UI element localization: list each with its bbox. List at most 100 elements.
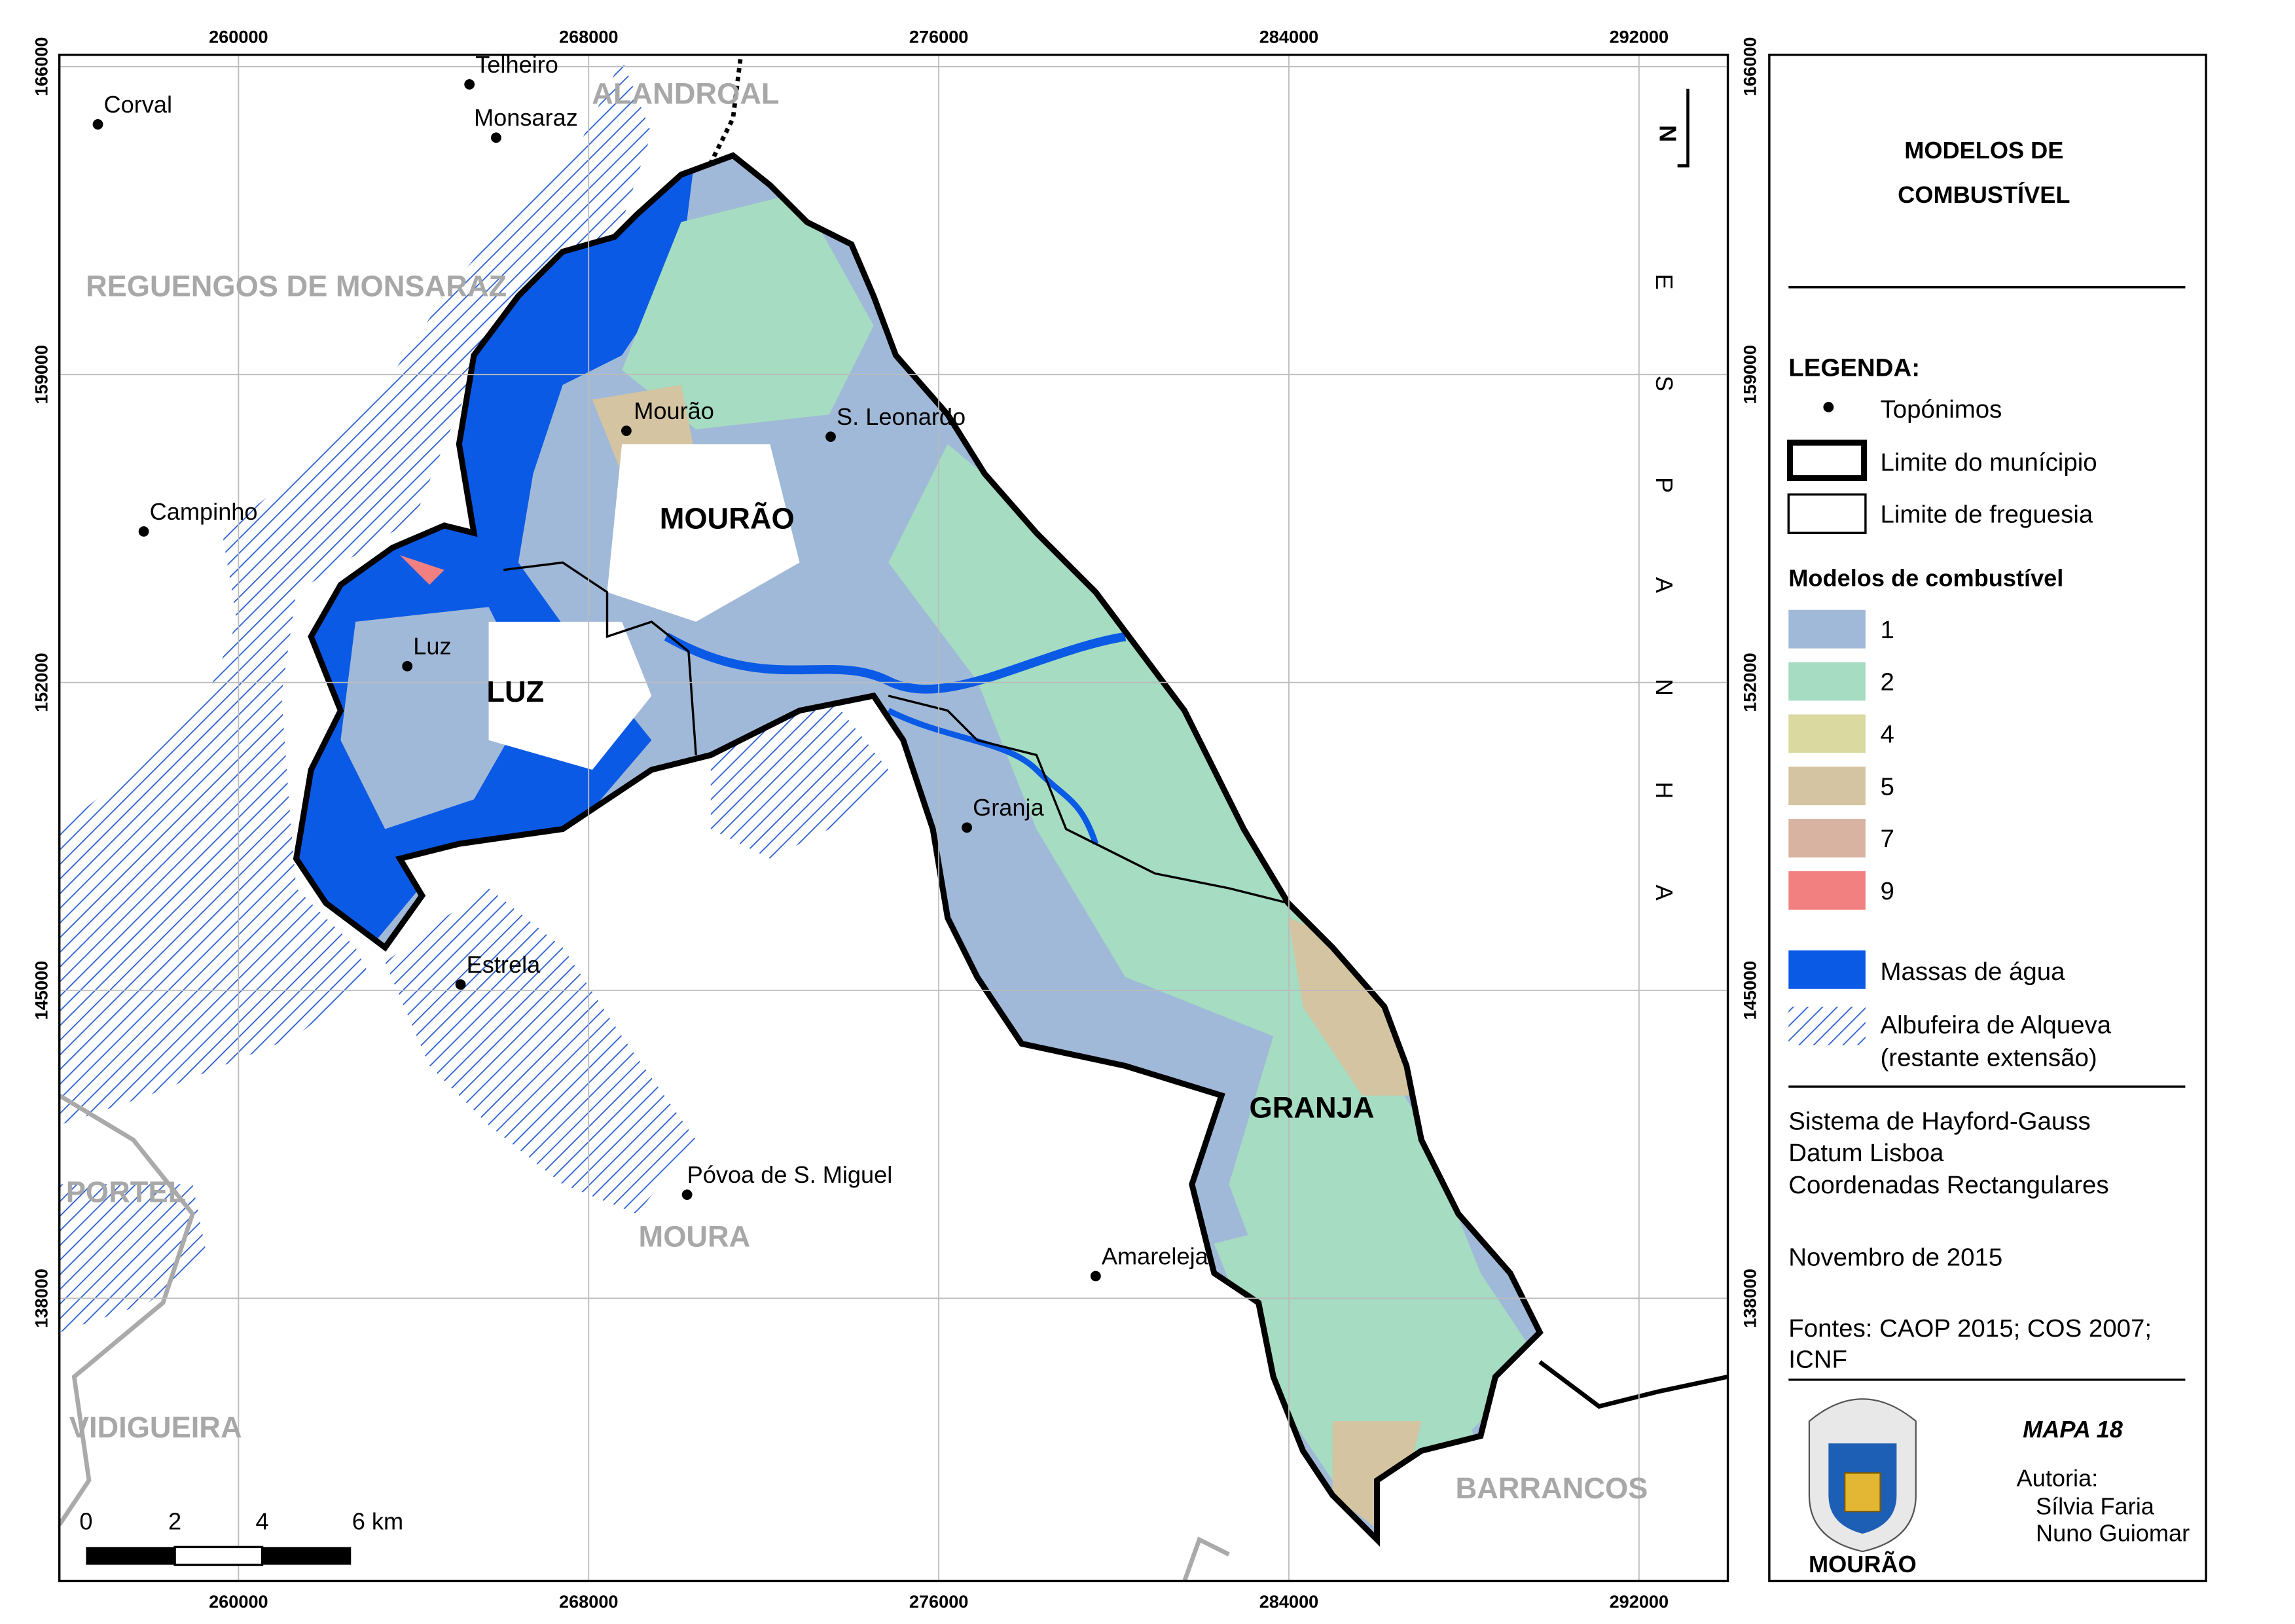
legend-swatch (1788, 662, 1866, 701)
toponym-label: Telheiro (475, 51, 558, 78)
y-tick-label: 152000 (1740, 653, 1760, 712)
x-tick-label: 292000 (1610, 27, 1669, 47)
region-label: BARRANCOS (1455, 1471, 1648, 1505)
y-tick-label: 159000 (1740, 345, 1760, 405)
author: Sílvia Faria (2036, 1493, 2155, 1520)
toponym-dot (490, 132, 501, 143)
sources: Fontes: CAOP 2015; COS 2007; (1788, 1314, 2152, 1343)
toponym-dot (92, 119, 103, 130)
legend-label: Topónimos (1881, 395, 2002, 424)
parish-label: LUZ (486, 675, 544, 708)
legend-swatch (1788, 714, 1866, 753)
crest (1808, 1398, 1917, 1553)
legend-swatch (1788, 1006, 1866, 1045)
legend-swatch (1788, 767, 1866, 806)
toponym-dot (681, 1189, 693, 1200)
projection: Datum Lisboa (1788, 1139, 1944, 1167)
country-label: ESPANHA (1651, 274, 1678, 986)
legend-swatch (1788, 609, 1866, 649)
y-tick-label: 166000 (31, 37, 52, 97)
legend-label: Albufeira de Alqueva (1881, 1011, 2112, 1039)
x-tick-label: 268000 (559, 1591, 619, 1612)
region-label: VIDIGUEIRA (69, 1411, 242, 1444)
toponym-label: Campinho (150, 498, 258, 525)
scale-label: 4 (255, 1507, 268, 1534)
legend-label: 9 (1881, 877, 1894, 905)
legend-label: 7 (1881, 825, 1894, 853)
reservoir-extent (59, 59, 889, 1333)
legend-label: 1 (1881, 616, 1894, 644)
crest-label: MOURÃO (1809, 1550, 1917, 1578)
toponym-label: Estrela (467, 951, 541, 978)
sources: ICNF (1788, 1346, 1847, 1374)
toponym-label: Póvoa de S. Miguel (687, 1161, 893, 1188)
region-label: ALANDROAL (592, 77, 779, 110)
y-tick-label: 138000 (1740, 1269, 1760, 1328)
scale-label: 6 km (352, 1507, 403, 1534)
toponym-dot (1090, 1271, 1101, 1282)
toponym-dot (962, 822, 972, 833)
region-label: MOURA (639, 1219, 751, 1253)
region-label: PORTEL (66, 1175, 186, 1208)
map-number: MAPA 18 (2023, 1416, 2123, 1443)
toponym-label: Monsaraz (474, 104, 578, 131)
toponym-label: Granja (973, 794, 1044, 821)
legend-label: 5 (1881, 772, 1894, 801)
toponym-dot (621, 425, 632, 437)
legend-label: Limite de freguesia (1881, 500, 2093, 528)
title: COMBUSTÍVEL (1898, 181, 2070, 208)
title: MODELOS DE (1904, 137, 2063, 164)
x-tick-label: 260000 (209, 27, 268, 47)
legend-frame (1768, 53, 2207, 1583)
legend-label: 2 (1881, 668, 1894, 696)
x-tick-label: 284000 (1259, 1591, 1319, 1612)
y-tick-label: 166000 (1740, 37, 1760, 97)
scale-label: 2 (168, 1507, 181, 1534)
x-tick-label: 292000 (1610, 1591, 1669, 1612)
projection: Sistema de Hayford-Gauss (1788, 1108, 2090, 1136)
y-tick-label: 145000 (31, 961, 52, 1020)
toponym-dot (455, 979, 466, 990)
toponym-dot (825, 431, 836, 442)
toponym-dot (138, 526, 149, 537)
toponym-label: Amareleja (1102, 1242, 1209, 1269)
legend-label: Limite do munícipio (1881, 448, 2097, 477)
parish-label: GRANJA (1250, 1091, 1375, 1125)
x-tick-label: 284000 (1259, 27, 1319, 47)
toponym-label: Corval (104, 91, 173, 118)
legend-label: 4 (1881, 720, 1894, 748)
y-tick-label: 145000 (1740, 961, 1760, 1020)
toponym-label: Luz (413, 633, 451, 660)
legend-swatch (1788, 819, 1866, 857)
x-tick-label: 276000 (909, 1591, 969, 1612)
authorship: Autoria: (2017, 1465, 2099, 1492)
legend-heading: LEGENDA: (1788, 353, 1920, 382)
x-tick-label: 268000 (559, 27, 619, 47)
toponym-label: S. Leonardo (837, 403, 966, 430)
toponym-label: Mourão (634, 397, 714, 424)
legend-swatch (1788, 950, 1866, 989)
legend-label: Massas de água (1881, 958, 2066, 986)
toponym-dot (402, 660, 413, 672)
legend-swatch (1788, 871, 1866, 910)
region-label: REGUENGOS DE MONSARAZ (86, 269, 507, 302)
projection: Coordenadas Rectangulares (1788, 1171, 2108, 1199)
scale-label: 0 (79, 1507, 92, 1534)
legend-label: (restante extensão) (1881, 1043, 2097, 1072)
toponym-dot (464, 79, 475, 90)
author: Nuno Guiomar (2036, 1519, 2190, 1546)
north-arrow (1677, 88, 1690, 168)
map-frame (58, 53, 1729, 1583)
y-tick-label: 159000 (31, 345, 52, 405)
x-tick-label: 276000 (909, 27, 969, 47)
y-tick-label: 152000 (31, 653, 52, 712)
scale-bar (86, 1545, 352, 1566)
x-tick-label: 260000 (209, 1591, 268, 1612)
north-label: N (1654, 125, 1681, 142)
legend-heading: Modelos de combustível (1788, 565, 2063, 592)
legend-swatch (1787, 493, 1867, 534)
date: Novembro de 2015 (1788, 1244, 2002, 1272)
parish-label: MOURÃO (660, 501, 795, 535)
y-tick-label: 138000 (31, 1269, 52, 1328)
